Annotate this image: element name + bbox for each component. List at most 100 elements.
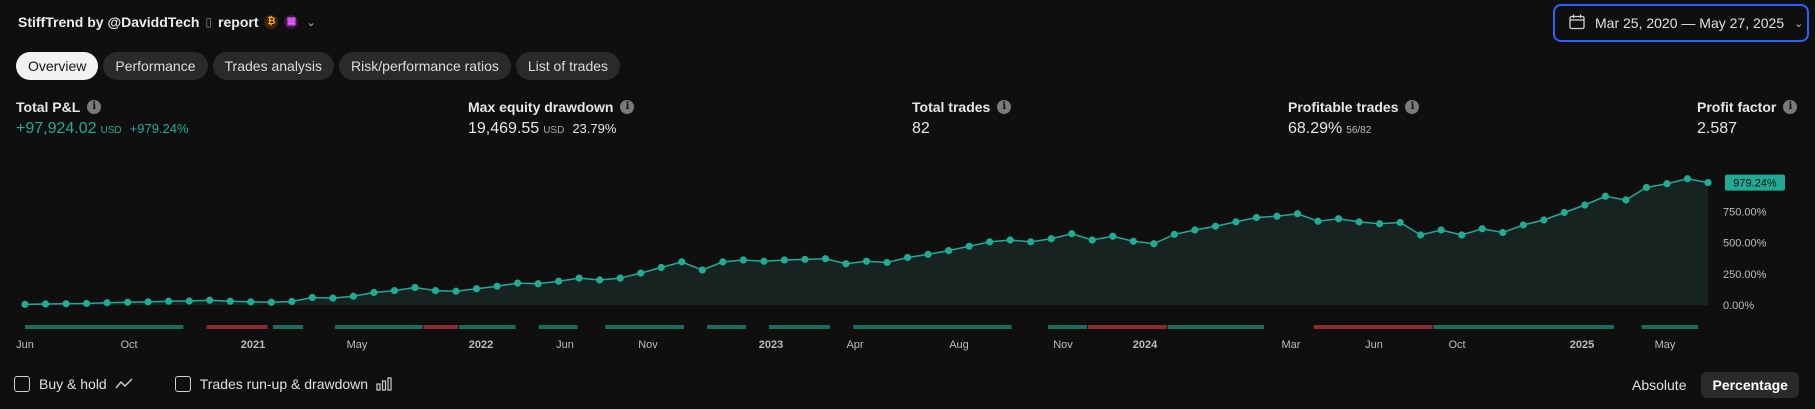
losing-trade-band xyxy=(1313,325,1433,329)
equity-point xyxy=(349,292,357,300)
winning-trade-band xyxy=(1048,325,1087,329)
tab-list-of-trades[interactable]: List of trades xyxy=(515,52,621,80)
date-range-button[interactable]: Mar 25, 2020 — May 27, 2025 ⌄ xyxy=(1553,4,1809,42)
date-range-label: Mar 25, 2020 — May 27, 2025 xyxy=(1595,15,1785,31)
stat-label: Total trades xyxy=(912,99,991,115)
equity-area xyxy=(25,178,1708,305)
equity-point xyxy=(165,297,173,305)
equity-point xyxy=(1622,196,1630,204)
equity-point xyxy=(924,250,932,258)
equity-point xyxy=(390,287,399,295)
percentage-button[interactable]: Percentage xyxy=(1701,372,1799,398)
equity-point xyxy=(719,258,727,266)
equity-point xyxy=(555,277,563,285)
info-icon[interactable]: i xyxy=(997,100,1012,114)
tab-overview[interactable]: Overview xyxy=(16,52,99,80)
equity-point xyxy=(1232,218,1240,226)
equity-point xyxy=(883,258,891,267)
x-tick-label: Jun xyxy=(16,339,34,351)
winning-trade-band xyxy=(538,325,578,329)
equity-point xyxy=(1540,216,1548,224)
winning-trade-band xyxy=(25,325,184,329)
winning-trade-band xyxy=(605,325,684,329)
calendar-icon xyxy=(1569,14,1585,33)
equity-point xyxy=(1601,192,1609,200)
equity-point xyxy=(431,287,440,295)
equity-point xyxy=(247,298,255,306)
report-header[interactable]: StiffTrend by @DaviddTech ▯ report ₿ ▦ ⌄ xyxy=(18,14,316,30)
x-tick-label: 2023 xyxy=(759,339,783,351)
equity-point xyxy=(821,255,830,263)
y-tick-label: 250.00% xyxy=(1723,269,1767,281)
runup-drawdown-label: Trades run-up & drawdown xyxy=(199,376,369,392)
stat-total-trades: Total trades i 82 xyxy=(912,98,1012,138)
winning-trade-band xyxy=(335,325,423,329)
absolute-button[interactable]: Absolute xyxy=(1632,377,1687,393)
x-tick-label: Nov xyxy=(638,339,658,351)
equity-point xyxy=(1663,180,1671,188)
winning-trade-band xyxy=(853,325,1012,329)
equity-point xyxy=(144,298,152,306)
equity-point xyxy=(1458,231,1466,239)
x-tick-label: May xyxy=(347,339,368,351)
x-tick-label: Nov xyxy=(1053,339,1073,351)
equity-point xyxy=(1704,178,1712,187)
equity-point xyxy=(226,297,234,305)
equity-point xyxy=(124,298,132,306)
tab-performance[interactable]: Performance xyxy=(103,52,208,80)
equity-point xyxy=(103,299,111,307)
equity-point xyxy=(1334,215,1343,223)
equity-point xyxy=(493,282,501,290)
equity-point xyxy=(801,255,809,263)
tab-trades-analysis[interactable]: Trades analysis xyxy=(212,52,335,80)
buy-hold-checkbox[interactable] xyxy=(14,376,30,392)
stat-label: Profitable trades xyxy=(1288,99,1399,115)
winning-trade-band xyxy=(459,325,516,329)
equity-point xyxy=(862,257,871,265)
stat-label: Profit factor xyxy=(1697,99,1777,115)
stat-profitable-trades: Profitable trades i 68.29% 56/82 xyxy=(1288,98,1420,138)
info-icon[interactable]: i xyxy=(87,100,102,114)
info-icon[interactable]: i xyxy=(1783,100,1798,114)
equity-point xyxy=(1683,175,1692,183)
equity-point xyxy=(308,293,316,302)
winning-trade-band xyxy=(273,325,304,329)
last-value-label: 979.24% xyxy=(1733,178,1777,190)
x-tick-label: Jun xyxy=(556,339,574,351)
y-tick-label: 750.00% xyxy=(1723,206,1767,218)
runup-drawdown-checkbox[interactable] xyxy=(174,376,191,392)
tab-risk-performance-ratios[interactable]: Risk/performance ratios xyxy=(339,52,511,80)
scale-toggle: Absolute Percentage xyxy=(1621,372,1799,398)
strategy-title: StiffTrend by @DaviddTech xyxy=(18,14,200,30)
equity-point xyxy=(329,294,337,302)
equity-point xyxy=(903,253,912,262)
equity-point xyxy=(698,266,706,274)
chevron-down-icon[interactable]: ⌄ xyxy=(306,16,316,29)
equity-point xyxy=(1355,218,1363,226)
x-tick-label: May xyxy=(1655,339,1676,351)
info-icon[interactable]: i xyxy=(1405,100,1420,114)
equity-point xyxy=(21,300,29,308)
stat-max-equity-drawdown: Max equity drawdown i 19,469.55 USD 23.7… xyxy=(468,98,635,138)
equity-point xyxy=(370,288,378,297)
line-chart-icon xyxy=(115,378,133,390)
equity-chart[interactable]: 0.00% 250.00% 500.00% 750.00% 979.24% Jun Oct 2… xyxy=(0,150,1815,360)
equity-point xyxy=(1006,236,1014,244)
info-icon[interactable]: i xyxy=(620,100,635,114)
equity-point xyxy=(1129,237,1137,245)
equity-point xyxy=(41,300,50,308)
equity-point xyxy=(267,298,275,306)
equity-point xyxy=(1642,183,1651,192)
stat-percent: 23.79% xyxy=(572,121,617,136)
calendar-badge-icon: ▦ xyxy=(284,15,299,29)
equity-point xyxy=(637,269,645,277)
equity-point xyxy=(1088,236,1096,244)
buy-hold-label: Buy & hold xyxy=(39,376,107,392)
equity-point xyxy=(1068,230,1076,238)
winning-trade-band xyxy=(1167,325,1265,329)
equity-point xyxy=(534,280,542,288)
equity-point xyxy=(986,238,994,246)
winning-trade-band xyxy=(707,325,746,329)
equity-point xyxy=(288,297,296,306)
